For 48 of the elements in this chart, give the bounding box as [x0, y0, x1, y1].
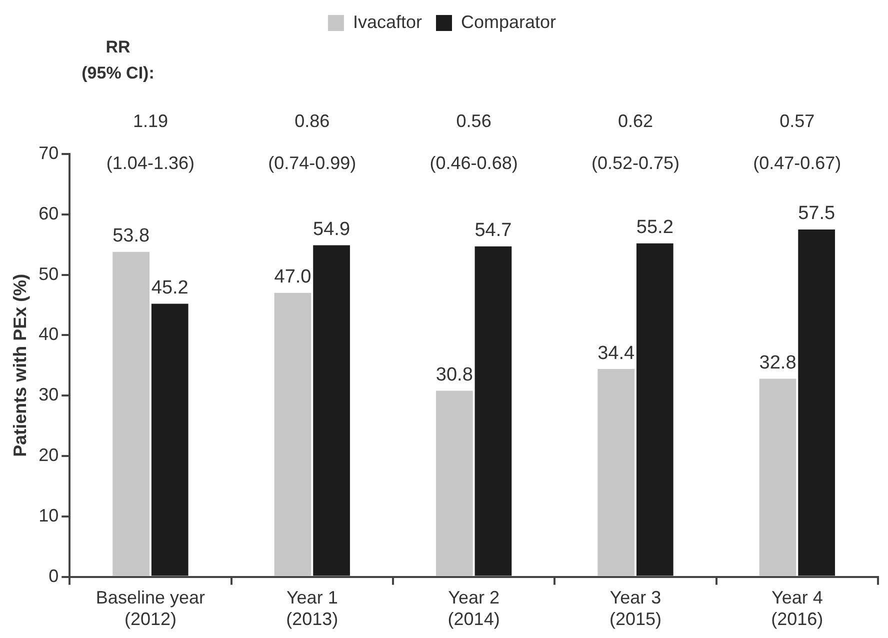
bar: [759, 378, 796, 576]
bar: [151, 304, 188, 576]
annotation: (0.74-0.99): [268, 152, 356, 173]
text: 0.62: [618, 110, 654, 131]
text: 0.57: [780, 110, 815, 131]
x-tick-label: Year 3 (2015): [609, 588, 662, 630]
legend-label: Comparator: [460, 12, 556, 32]
text: 1.19: [132, 110, 168, 131]
data-label: 53.8: [112, 226, 150, 247]
bar: [436, 390, 473, 576]
bar: [274, 292, 312, 576]
text: (95% CI):: [82, 64, 154, 83]
legend-label: Ivacaftor: [352, 12, 422, 32]
x-tick-label: Baseline year (2012): [96, 588, 205, 630]
bar: [112, 252, 150, 576]
bar: [598, 369, 635, 576]
annotation: (1.04-1.36): [106, 152, 194, 173]
data-label: 34.4: [598, 342, 636, 364]
annotation: (0.46-0.68): [430, 152, 518, 173]
x-tick-label: Year 1 (2013): [286, 588, 338, 630]
y-tick-label: 70: [38, 142, 59, 163]
annotation: (0.52-0.75): [591, 152, 680, 173]
y-tick-label: 10: [38, 505, 59, 526]
y-tick-label: 60: [38, 203, 59, 224]
y-tick-label: 40: [38, 324, 59, 344]
y-axis-title: Patients with PEx (%): [10, 274, 30, 457]
bar: [798, 230, 835, 576]
y-tick-label: 0: [48, 566, 59, 586]
bar: [636, 243, 674, 576]
data-label: 57.5: [798, 203, 836, 224]
data-label: 54.9: [313, 218, 350, 240]
data-label: 30.8: [436, 364, 473, 386]
x-tick-label: Year 2 (2014): [448, 588, 500, 630]
y-tick-label: 20: [38, 444, 59, 465]
y-tick-label: 50: [38, 264, 59, 284]
data-label: 32.8: [759, 352, 796, 374]
data-label: 47.0: [274, 266, 312, 288]
text: 0.56: [456, 110, 492, 131]
y-tick-label: 30: [38, 384, 59, 405]
data-label: 45.2: [151, 278, 188, 299]
bar: [313, 245, 350, 576]
x-tick-label: Year 4 (2016): [771, 588, 824, 630]
text: 0.86: [294, 110, 330, 131]
annotation: (0.47-0.67): [753, 152, 842, 173]
bar: [474, 246, 512, 576]
data-label: 55.2: [636, 217, 674, 238]
data-label: 54.7: [474, 220, 512, 242]
text: RR: [106, 38, 130, 57]
